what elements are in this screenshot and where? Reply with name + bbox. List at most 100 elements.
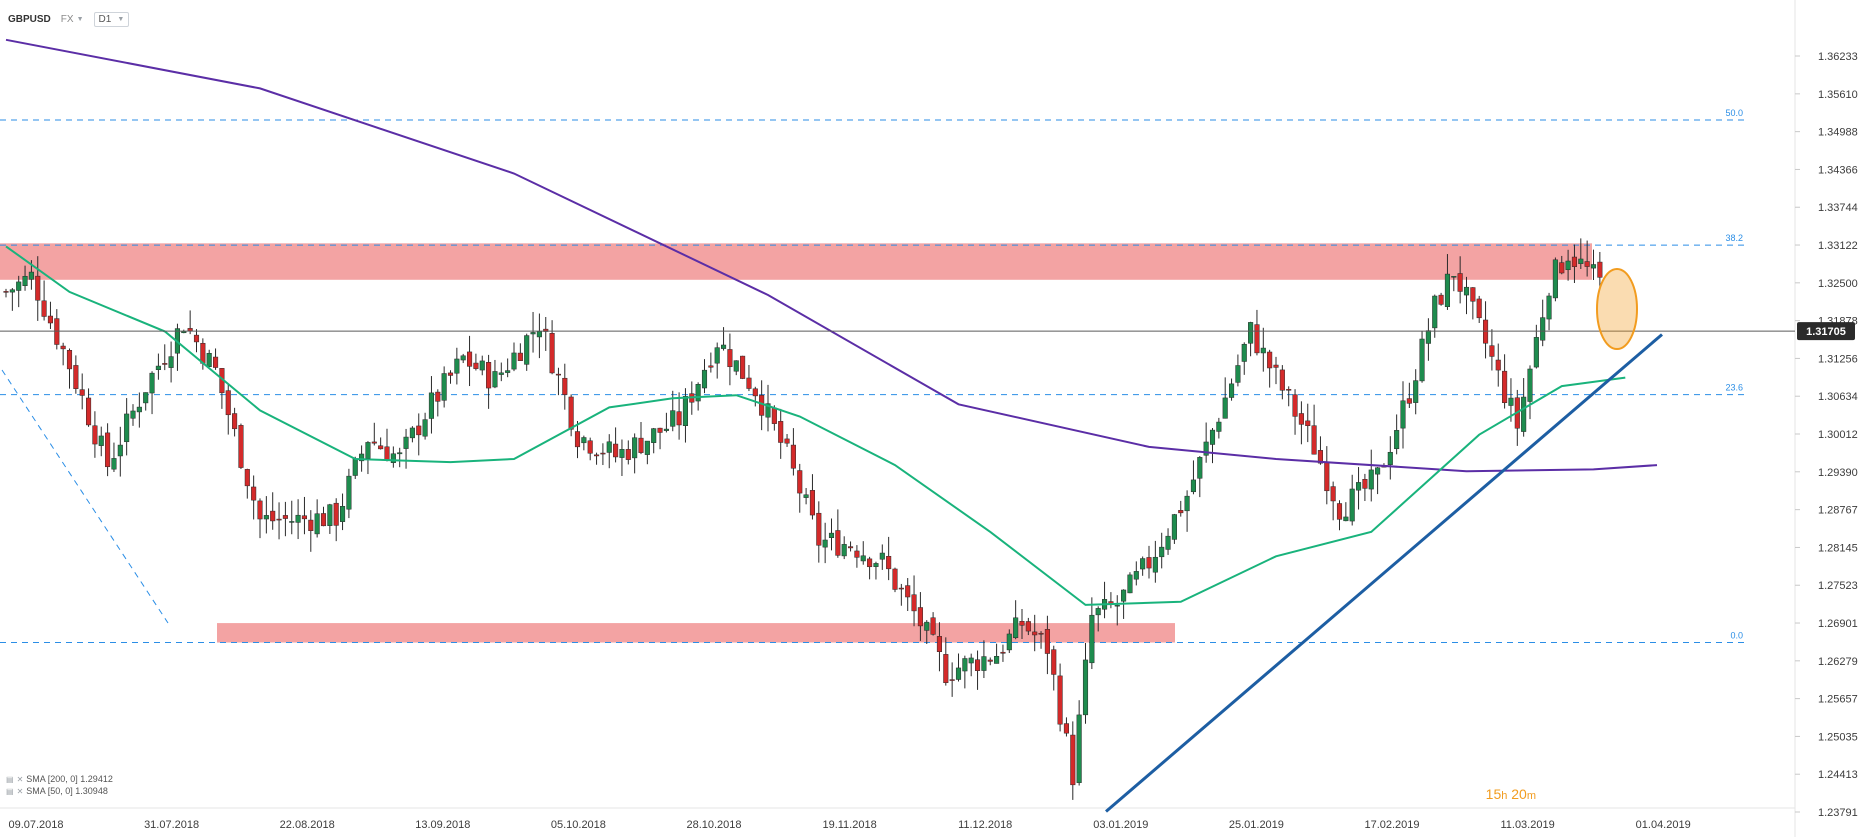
candles-group [3, 238, 1603, 800]
candle-body [257, 500, 263, 520]
candle [447, 370, 454, 384]
candle [162, 344, 168, 371]
candle-body [1489, 345, 1495, 357]
candle-body [657, 427, 663, 433]
legend-item-sma200[interactable]: ▤ ✕ SMA [200, 0] 1.29412 [6, 773, 113, 785]
candle [1146, 545, 1152, 579]
candle [244, 468, 250, 499]
candle [1527, 365, 1533, 420]
candle [1159, 532, 1165, 569]
candle-body [1013, 617, 1019, 639]
candle-body [130, 410, 136, 419]
candle-body [898, 587, 904, 590]
candle [232, 407, 238, 437]
candle-body [765, 403, 771, 418]
candle [714, 342, 720, 379]
candle [555, 367, 562, 396]
candle-body [1571, 256, 1578, 267]
close-icon[interactable]: ✕ [16, 774, 24, 784]
candle [701, 359, 708, 394]
candle-body [1044, 629, 1050, 654]
candle-body [1324, 462, 1330, 492]
candle-body [1540, 317, 1546, 341]
candle [955, 653, 962, 682]
candle [124, 398, 130, 456]
candle [295, 499, 301, 540]
legend-label-sma50: SMA [50, 0] 1.30948 [26, 786, 108, 796]
settings-icon[interactable]: ▤ [6, 774, 14, 784]
candle-body [1349, 488, 1355, 522]
x-tick-label: 09.07.2018 [8, 819, 63, 831]
candle-body [416, 425, 422, 436]
candle-body [511, 352, 517, 370]
close-icon[interactable]: ✕ [16, 786, 24, 796]
candle-body [1343, 516, 1349, 522]
legend-item-sma50[interactable]: ▤ ✕ SMA [50, 0] 1.30948 [6, 785, 113, 797]
candle-body [1279, 369, 1285, 391]
candle-body [1559, 262, 1565, 274]
candle [644, 440, 650, 465]
candle-body [441, 373, 447, 401]
candle [1375, 467, 1381, 495]
candle-body [371, 441, 377, 444]
candle-body [397, 452, 403, 455]
y-tick-label: 1.28767 [1818, 505, 1858, 517]
candle-body [752, 388, 758, 397]
candle-body [949, 679, 955, 681]
candle-body [1406, 398, 1412, 404]
fib-anchor-line [1, 369, 169, 624]
candle [1102, 581, 1108, 619]
candle-body [841, 544, 847, 557]
candle-body [644, 440, 650, 455]
candle [314, 499, 320, 538]
candle-body [695, 384, 701, 402]
candle-body [917, 607, 923, 627]
candle-body [1356, 482, 1362, 491]
x-tick-label: 22.08.2018 [280, 819, 335, 831]
timeframe-dropdown[interactable]: D1 ▼ [93, 12, 130, 27]
candle-body [721, 344, 727, 349]
candle-body [346, 475, 352, 510]
candle [682, 388, 689, 443]
candle-body [892, 568, 898, 590]
candle-body [384, 446, 390, 461]
candle [1343, 502, 1349, 522]
candle [1070, 721, 1076, 800]
candle-body [1502, 370, 1508, 404]
candle [1584, 240, 1590, 277]
candle-body [92, 425, 98, 445]
candle [1559, 255, 1565, 275]
candle [625, 440, 631, 465]
x-tick-label: 13.09.2018 [415, 819, 470, 831]
candle [346, 468, 352, 519]
candle [1305, 403, 1311, 443]
candle-body [1146, 557, 1152, 569]
candle [543, 317, 549, 351]
y-tick-label: 1.33744 [1818, 202, 1858, 214]
candle [1502, 354, 1508, 409]
candle [638, 422, 644, 455]
candle [187, 310, 193, 335]
candle [676, 392, 682, 440]
candle-body [492, 371, 498, 388]
y-tick-label: 1.24413 [1818, 769, 1858, 781]
market-dropdown[interactable]: FX ▼ [61, 14, 84, 25]
candle-body [1038, 632, 1044, 635]
candle [708, 352, 714, 373]
candle-body [1298, 413, 1304, 425]
candle-body [155, 365, 161, 370]
candle [454, 347, 460, 385]
candle [1267, 349, 1273, 388]
candle-body [60, 345, 66, 350]
countdown-hours-unit: h [1501, 790, 1508, 802]
chart-toolbar: GBPUSD FX ▼ D1 ▼ [8, 12, 130, 27]
settings-icon[interactable]: ▤ [6, 786, 14, 796]
candle-body [47, 315, 54, 324]
candle-body [968, 657, 974, 664]
market-label: FX [60, 14, 74, 25]
candle [143, 392, 149, 411]
candle-body [314, 513, 320, 535]
symbol-label[interactable]: GBPUSD [8, 14, 51, 25]
candle [378, 437, 384, 450]
